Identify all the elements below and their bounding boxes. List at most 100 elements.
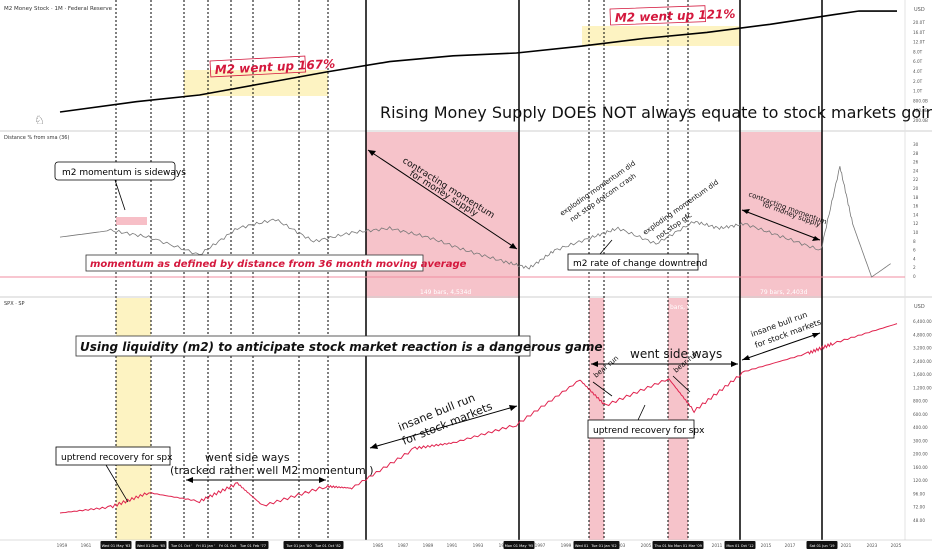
- m2-roc-pointer: [599, 239, 613, 255]
- x-axis-year-label: 2015: [761, 543, 772, 548]
- date-badge: [588, 541, 620, 549]
- momentum-panel-title: Distance % from sma (36): [4, 135, 69, 141]
- x-axis-year-label: 1961: [81, 543, 92, 548]
- momentum-definition-label: momentum as defined by distance from 36 …: [90, 259, 467, 270]
- arrowhead: [591, 361, 598, 367]
- price-axis-label: 12.0T: [913, 40, 925, 45]
- m2-up-121-label: M2 went up 121%: [615, 7, 736, 25]
- arrowhead: [509, 405, 517, 411]
- m2-sideways-pointer: [114, 179, 126, 211]
- price-axis-label: 4,800.00: [913, 332, 932, 337]
- arrowhead: [370, 443, 378, 449]
- x-axis-years: 1959196119631965198519871989199119931995…: [57, 543, 902, 548]
- price-axis-label: 400.0B: [913, 108, 928, 113]
- price-axis-label: 2,400.00: [913, 359, 932, 364]
- mouse-glyph: ♘: [34, 113, 45, 127]
- spx-price-axis: 6,400.00 4,800.00 3,200.00 2,400.00 1,600.00…: [913, 319, 932, 523]
- date-badge: [312, 541, 344, 549]
- price-axis-label: 200.00: [913, 452, 928, 457]
- date-badge-label: Thu 01 Nov '07: [653, 544, 681, 548]
- price-axis-label: 800.00: [913, 399, 928, 404]
- date-badge-label: Fri 01 Oct '71: [219, 544, 243, 548]
- price-axis-label: 12: [913, 221, 919, 226]
- m2-up-121-box: [609, 5, 706, 26]
- arrowhead: [368, 150, 376, 156]
- pink-zone-spx-1: [589, 298, 604, 540]
- arrowhead: [812, 333, 820, 338]
- price-axis-label: 48.00: [913, 518, 925, 523]
- price-axis-label: 16.0T: [913, 30, 925, 35]
- price-axis-label: 600.00: [913, 412, 928, 417]
- date-badge: [724, 541, 756, 549]
- x-axis-year-label: 2023: [867, 543, 878, 548]
- price-axis-label: 200.0B: [913, 118, 928, 123]
- m2-sideways-highlight: [116, 217, 147, 225]
- x-axis-year-label: 1959: [57, 543, 68, 548]
- date-badge-label: Wed 01 Dec '65: [137, 544, 165, 548]
- m2-panel-title: M2 Money Stock · 1M · Federal Reserve: [4, 6, 113, 12]
- bars-small-label: bars, 9: [670, 304, 691, 311]
- price-axis-label: 800.0B: [913, 98, 928, 103]
- x-axis-year-label: 1999: [561, 543, 572, 548]
- x-axis-year-label: 1991: [447, 543, 458, 548]
- price-axis-label: 16: [913, 204, 919, 209]
- price-axis-label: 10: [913, 230, 919, 235]
- uptrend-right-label: uptrend recovery for spx: [593, 426, 705, 436]
- price-axis-label: 8.0T: [913, 49, 923, 54]
- x-axis-year-label: 2003: [615, 543, 626, 548]
- arrowhead: [742, 209, 750, 214]
- date-badge-label: Tue 01 Oct '68: [170, 544, 198, 548]
- price-axis-label: 4.0T: [913, 69, 923, 74]
- price-axis-label: 24: [913, 168, 919, 173]
- arrowhead: [812, 236, 820, 241]
- m2-up-167-box: [209, 55, 307, 78]
- date-badge: [237, 541, 269, 549]
- price-axis-label: 72.00: [913, 505, 925, 510]
- x-axis-year-label: 1987: [398, 543, 409, 548]
- bear-run-2-arrow: [672, 375, 691, 393]
- price-axis-label: 1.0T: [913, 89, 923, 94]
- date-badge: [503, 541, 535, 549]
- price-axis-label: 96.00: [913, 491, 925, 496]
- date-badge-label: Tue 01 Jan '02: [590, 544, 616, 548]
- liquidity-warning-label: Using liquidity (m2) to anticipate stock…: [80, 340, 602, 354]
- m2-sideways-label: m2 momentum is sideways: [62, 168, 186, 178]
- pink-zone-momentum-1: [366, 132, 519, 298]
- price-axis-label: 20: [913, 186, 919, 191]
- x-axis-year-label: 2021: [841, 543, 852, 548]
- date-badge-label: Tue 01 Jan '80: [285, 544, 312, 548]
- price-axis-label: 4: [913, 256, 916, 261]
- date-badge-label: Mon 01 Mar '09: [674, 544, 703, 548]
- liquidity-warning-box: [75, 335, 531, 357]
- x-axis-year-label: 1993: [473, 543, 484, 548]
- x-axis-year-label: 2017: [785, 543, 796, 548]
- price-axis-label: 400.00: [913, 425, 928, 430]
- contracting-1-arrow: [367, 149, 518, 250]
- date-badge-label: Wed 01 May '63: [102, 544, 131, 548]
- arrowhead: [731, 361, 738, 367]
- went-sideways-right-label: went side ways: [630, 347, 722, 361]
- price-axis-label: 6.0T: [913, 59, 923, 64]
- price-axis-label: 26: [913, 160, 919, 165]
- price-axis-label: 20.0T: [913, 20, 925, 25]
- price-axis-label: 2.0T: [913, 79, 923, 84]
- price-axis-label: 30: [913, 142, 919, 147]
- m2-roc-label: m2 rate of change downtrend: [573, 259, 707, 269]
- date-badge-label: Sat 01 Jun '19: [809, 544, 835, 548]
- exploding-1-line1: exploding momentum did: [559, 159, 637, 217]
- uptrend-right-box: [587, 419, 695, 439]
- x-axis-year-label: 2025: [891, 543, 902, 548]
- price-axis-label: 6,400.00: [913, 319, 932, 324]
- price-axis-label: 14: [913, 212, 919, 217]
- arrowhead: [186, 477, 193, 483]
- price-axis-label: 28: [913, 151, 919, 156]
- insane-bull-right-arrow: [741, 332, 821, 361]
- x-axis-year-label: 1989: [423, 543, 434, 548]
- pink-zone-spx-2: [668, 298, 688, 540]
- price-axis-label: 6: [913, 248, 916, 253]
- x-axis-year-label: 1985: [373, 543, 384, 548]
- x-axis-year-label: 2005: [641, 543, 652, 548]
- price-axis-label: 8: [913, 239, 916, 244]
- contracting-2-arrow: [741, 209, 821, 241]
